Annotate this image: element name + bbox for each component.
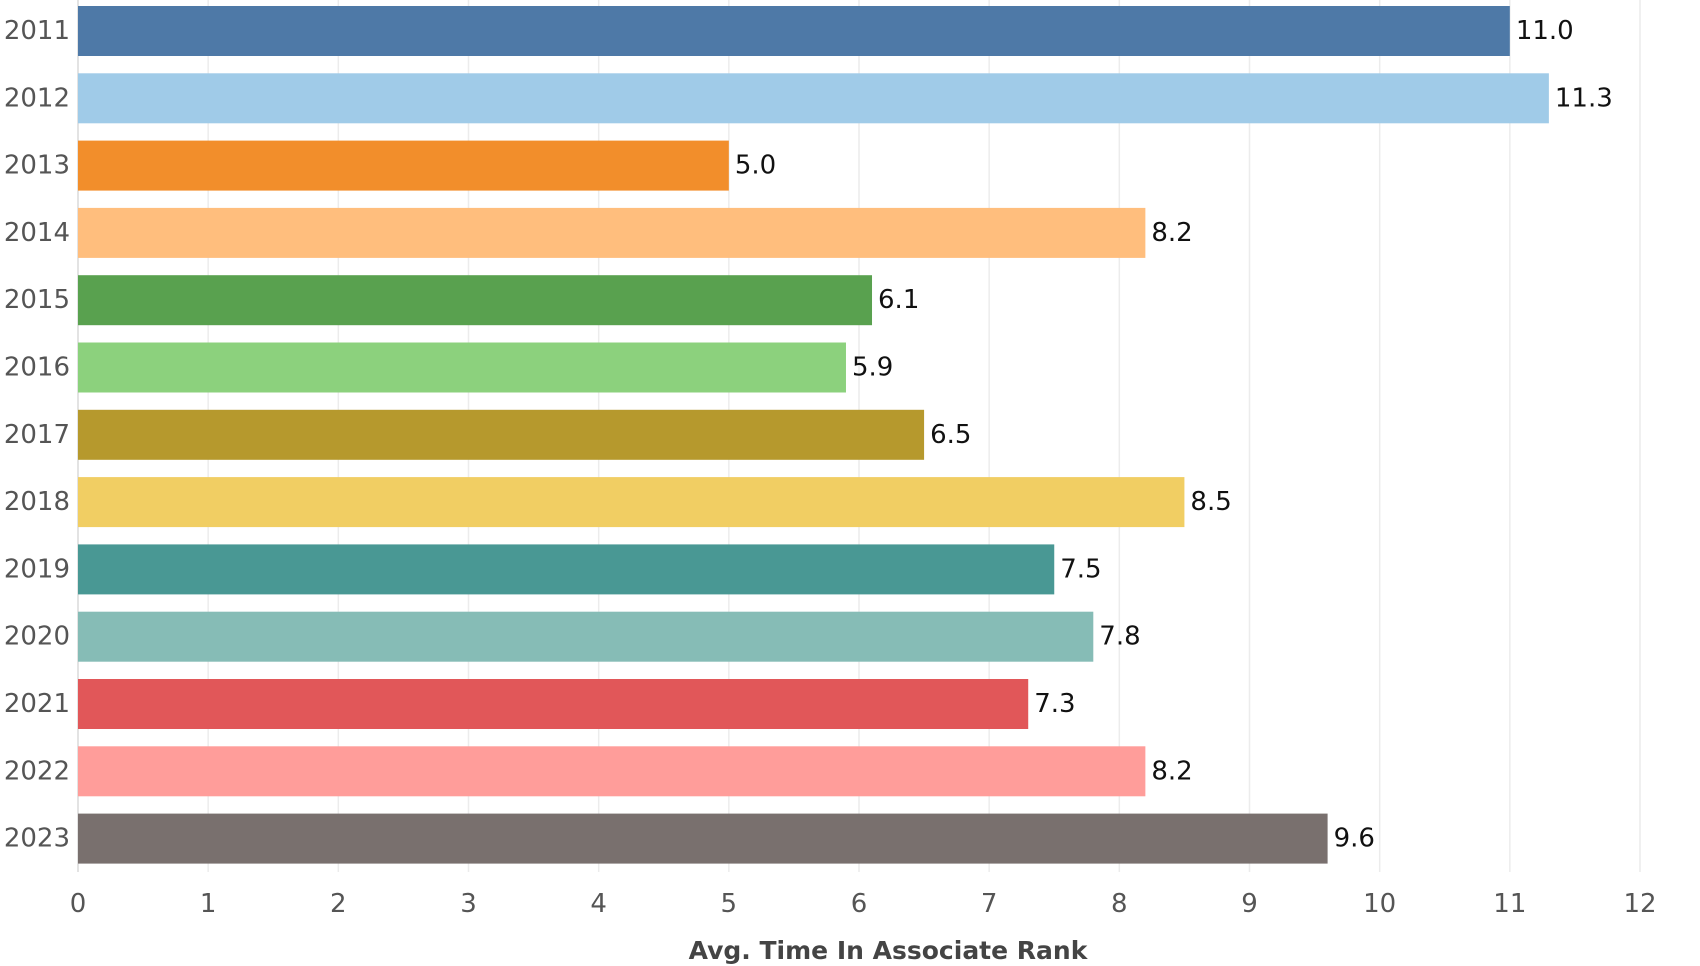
category-label-2017: 2017 <box>4 420 70 450</box>
category-label-2015: 2015 <box>4 285 70 315</box>
category-label-2021: 2021 <box>4 689 70 719</box>
bar-2018 <box>78 477 1185 528</box>
category-label-2022: 2022 <box>4 756 70 786</box>
data-label-2019: 7.5 <box>1060 554 1101 584</box>
bar-2012 <box>78 73 1549 124</box>
data-label-2021: 7.3 <box>1034 689 1075 719</box>
value-labels: 11.0 11.3 5.0 8.2 6.1 5.9 6.5 8.5 7.5 7.8 7.3 8.2 9.… <box>735 16 1613 854</box>
category-label-2012: 2012 <box>4 83 70 113</box>
bar-2014 <box>78 207 1146 258</box>
bar-2011 <box>78 6 1510 56</box>
data-label-2013: 5.0 <box>735 151 776 181</box>
data-label-2015: 6.1 <box>878 285 919 315</box>
x-tick-label-0: 0 <box>70 889 87 919</box>
data-label-2023: 9.6 <box>1334 824 1375 854</box>
x-tick-label-8: 8 <box>1111 889 1128 919</box>
bar-2019 <box>78 544 1055 595</box>
x-tick-label-10: 10 <box>1363 889 1396 919</box>
data-label-2016: 5.9 <box>852 353 893 383</box>
x-tick-label-11: 11 <box>1493 889 1526 919</box>
bar-2017 <box>78 409 925 460</box>
x-tick-label-3: 3 <box>460 889 477 919</box>
category-label-2011: 2011 <box>4 16 70 46</box>
bar-2022 <box>78 746 1146 797</box>
bar-2015 <box>78 275 873 326</box>
data-label-2011: 11.0 <box>1516 16 1574 46</box>
x-tick-label-6: 6 <box>851 889 868 919</box>
data-label-2022: 8.2 <box>1151 756 1192 786</box>
bar-2021 <box>78 679 1029 729</box>
x-tick-label-2: 2 <box>330 889 347 919</box>
bar-2013 <box>78 140 729 191</box>
x-tick-label-5: 5 <box>721 889 738 919</box>
category-label-2018: 2018 <box>4 487 70 517</box>
x-tick-label-7: 7 <box>981 889 998 919</box>
x-tick-label-1: 1 <box>200 889 217 919</box>
data-label-2014: 8.2 <box>1151 218 1192 248</box>
year-labels: 2011 2012 2013 2014 2015 2016 2017 2018 2019 2020… <box>4 16 70 854</box>
data-label-2020: 7.8 <box>1099 622 1140 652</box>
x-axis-title: Avg. Time In Associate Rank <box>689 936 1089 965</box>
category-label-2019: 2019 <box>4 554 70 584</box>
category-label-2014: 2014 <box>4 218 70 248</box>
bar-2016 <box>78 342 846 393</box>
category-label-2016: 2016 <box>4 353 70 383</box>
data-label-2012: 11.3 <box>1555 83 1613 113</box>
category-label-2013: 2013 <box>4 151 70 181</box>
x-tick-label-4: 4 <box>590 889 607 919</box>
category-label-2023: 2023 <box>4 824 70 854</box>
x-tick-label-12: 12 <box>1623 889 1656 919</box>
x-tick-label-9: 9 <box>1241 889 1258 919</box>
bar-2020 <box>78 611 1094 662</box>
category-label-2020: 2020 <box>4 622 70 652</box>
bars <box>78 6 1549 864</box>
x-axis-ticks: 0 1 2 3 4 5 6 7 8 9 10 11 12 <box>70 889 1657 919</box>
data-label-2017: 6.5 <box>930 420 971 450</box>
bar-2023 <box>78 813 1328 864</box>
data-label-2018: 8.5 <box>1190 487 1231 517</box>
